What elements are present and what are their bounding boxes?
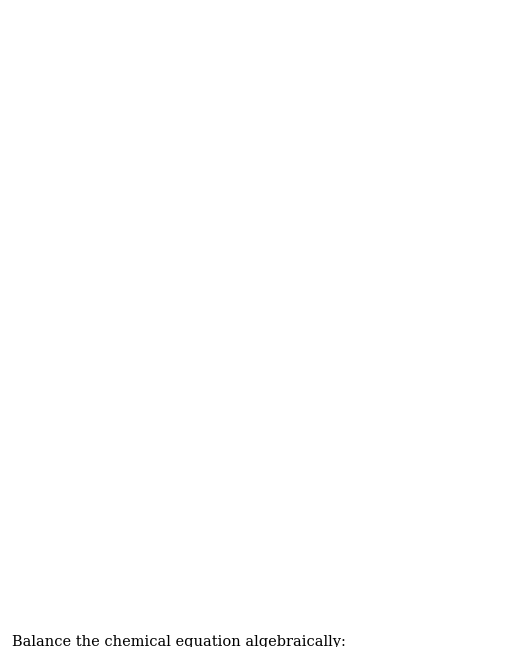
Text: Balance the chemical equation algebraically:: Balance the chemical equation algebraica…	[12, 635, 346, 647]
